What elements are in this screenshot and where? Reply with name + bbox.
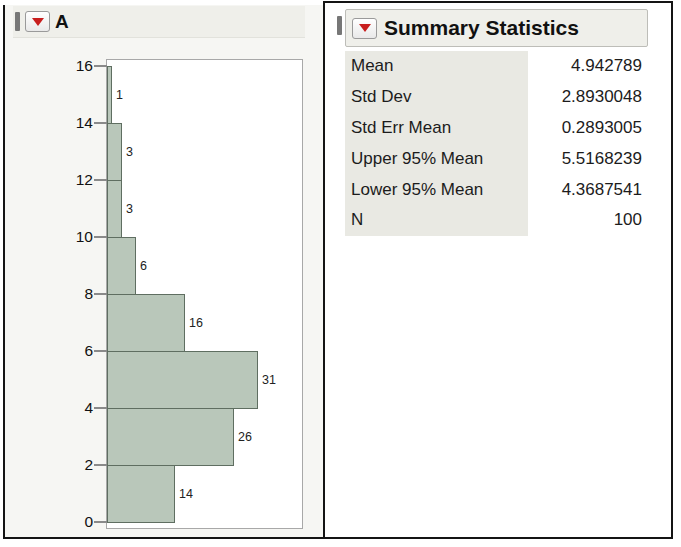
histogram-bar[interactable]	[107, 123, 122, 181]
bar-count-label: 6	[140, 258, 147, 274]
stat-value: 5.5168239	[528, 149, 643, 169]
stat-label: Mean	[345, 51, 528, 82]
panel-grip	[337, 16, 342, 35]
stat-row: Std Err Mean0.2893005	[345, 113, 643, 144]
histogram-bar[interactable]	[107, 237, 136, 295]
red-triangle-icon	[359, 24, 371, 32]
y-axis-tick-label: 0	[51, 513, 93, 531]
histogram-bar[interactable]	[107, 294, 185, 352]
stat-value: 4.3687541	[528, 180, 643, 200]
histogram-panel: A 0246810121416142631166331	[3, 5, 323, 539]
y-axis-tick-mark	[94, 521, 107, 523]
stat-label: Upper 95% Mean	[345, 143, 528, 174]
stat-row: Lower 95% Mean4.3687541	[345, 174, 643, 205]
y-axis-tick-mark	[94, 65, 107, 67]
y-axis-tick-label: 2	[51, 456, 93, 474]
y-axis-tick-mark	[94, 236, 107, 238]
report-window: A 0246810121416142631166331 Summary Stat…	[0, 0, 681, 547]
stat-value: 4.942789	[528, 56, 643, 76]
red-triangle-icon	[32, 18, 44, 26]
histogram-bar[interactable]	[107, 351, 258, 409]
y-axis-tick-label: 4	[51, 399, 93, 417]
y-axis-tick-label: 10	[51, 228, 93, 246]
y-axis-tick-mark	[94, 407, 107, 409]
plot-area[interactable]: 0246810121416142631166331	[106, 59, 303, 529]
bar-count-label: 14	[179, 486, 193, 502]
y-axis-tick-mark	[94, 122, 107, 124]
y-axis-tick-label: 6	[51, 342, 93, 360]
stat-row: Upper 95% Mean5.5168239	[345, 143, 643, 174]
histogram-title: A	[55, 11, 69, 33]
bar-count-label: 3	[126, 201, 133, 217]
y-axis-tick-label: 12	[51, 171, 93, 189]
bar-count-label: 31	[262, 372, 276, 388]
stats-table: Mean4.942789Std Dev2.8930048Std Err Mean…	[345, 51, 643, 236]
y-axis-tick-label: 16	[51, 57, 93, 75]
y-axis-tick-label: 8	[51, 285, 93, 303]
red-triangle-menu-button[interactable]	[25, 11, 50, 32]
summary-title: Summary Statistics	[384, 16, 579, 40]
bar-count-label: 16	[189, 315, 203, 331]
histogram-bar[interactable]	[107, 180, 122, 238]
stat-row: Mean4.942789	[345, 51, 643, 82]
y-axis-tick-label: 14	[51, 114, 93, 132]
stat-label: N	[345, 205, 528, 236]
summary-statistics-panel: Summary Statistics Mean4.942789Std Dev2.…	[323, 1, 673, 539]
histogram-bar[interactable]	[107, 66, 112, 124]
panel-grip	[15, 12, 20, 31]
stat-label: Lower 95% Mean	[345, 174, 528, 205]
stat-label: Std Err Mean	[345, 113, 528, 144]
bar-count-label: 26	[238, 429, 252, 445]
histogram-bar[interactable]	[107, 408, 234, 466]
bar-count-label: 3	[126, 144, 133, 160]
stat-value: 100	[528, 210, 643, 230]
y-axis-tick-mark	[94, 464, 107, 466]
bar-count-label: 1	[116, 87, 123, 103]
stat-label: Std Dev	[345, 82, 528, 113]
y-axis-tick-mark	[94, 293, 107, 295]
stat-value: 0.2893005	[528, 118, 643, 138]
y-axis-tick-mark	[94, 179, 107, 181]
red-triangle-menu-button[interactable]	[352, 18, 377, 39]
summary-outline-header: Summary Statistics	[345, 9, 648, 47]
histogram-bar[interactable]	[107, 465, 175, 523]
stat-row: Std Dev2.8930048	[345, 82, 643, 113]
y-axis-tick-mark	[94, 350, 107, 352]
stat-value: 2.8930048	[528, 87, 643, 107]
stat-row: N100	[345, 205, 643, 236]
histogram-outline-header: A	[13, 6, 305, 38]
